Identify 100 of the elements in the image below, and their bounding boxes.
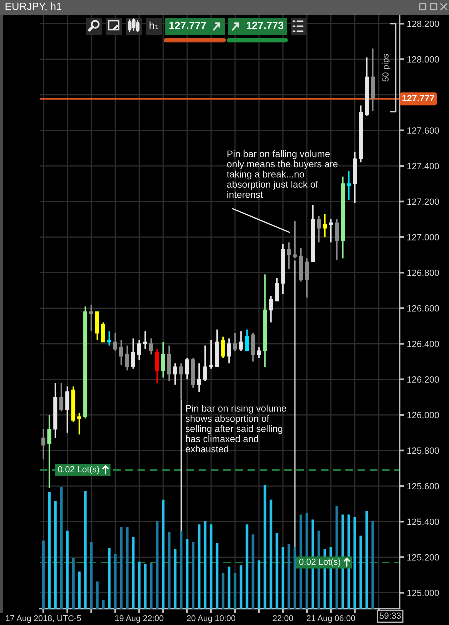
bar xyxy=(180,530,183,609)
y-tick-label: 127.600 xyxy=(408,128,440,134)
candlestick xyxy=(125,345,130,372)
candlestick xyxy=(42,428,46,460)
candlestick xyxy=(113,332,118,352)
chart-title: EURJPY, h1 xyxy=(6,2,62,12)
y-tick-label: 126.800 xyxy=(408,270,440,276)
x-tick-label: 20 Aug 10:00 xyxy=(187,615,236,624)
candlestick xyxy=(233,332,238,352)
annotation: h₁ xyxy=(150,22,158,30)
ref-line-label: 0.02 Lot(s) xyxy=(300,558,340,567)
x-tick-label: 22:00 xyxy=(273,615,294,622)
y-tick-label: 125.400 xyxy=(408,518,440,526)
x-tick-label: 19 Aug 22:00 xyxy=(116,615,164,624)
candlestick xyxy=(221,336,226,359)
bar xyxy=(198,524,201,609)
bar xyxy=(372,520,374,609)
x-tick-label: 17 Aug 2018, UTC-5 xyxy=(6,615,82,624)
bar xyxy=(240,566,243,609)
y-tick-label: 126.600 xyxy=(408,305,440,312)
y-tick-label: 126.400 xyxy=(408,340,440,348)
bar xyxy=(96,582,99,609)
bar xyxy=(264,485,267,609)
text: 50 pips xyxy=(382,54,391,82)
candlestick xyxy=(119,340,124,366)
candlestick xyxy=(269,295,274,324)
candlestick xyxy=(185,358,190,380)
bar xyxy=(228,566,231,609)
candlestick xyxy=(347,170,352,201)
ref-line-label: 127.777 xyxy=(402,95,434,102)
bar xyxy=(192,542,195,609)
bar xyxy=(246,524,249,609)
bar xyxy=(366,511,368,609)
candlestick xyxy=(78,412,82,436)
candlestick xyxy=(287,242,292,270)
candlestick xyxy=(203,345,208,382)
bar xyxy=(210,524,213,609)
bar xyxy=(186,540,189,609)
x-tick-label: 21 Aug 06:00 xyxy=(306,615,356,624)
candlestick xyxy=(197,362,202,393)
candlestick xyxy=(335,218,340,262)
bar xyxy=(48,492,51,609)
bar xyxy=(204,520,207,609)
bar xyxy=(60,487,63,609)
bar xyxy=(156,520,159,609)
candlestick xyxy=(143,330,148,350)
candlestick xyxy=(48,414,52,489)
candlestick xyxy=(167,345,172,382)
bar xyxy=(120,527,123,609)
bar xyxy=(126,527,129,609)
bar xyxy=(360,536,362,609)
y-tick-label: 126.000 xyxy=(408,412,440,419)
text: 59:33 xyxy=(380,612,401,619)
bar xyxy=(144,564,147,609)
y-tick-label: 128.000 xyxy=(408,56,440,63)
annotation: Pin bar on falling volume only means the buyers are taking a break...no absorption just lack of interenst xyxy=(227,150,338,198)
bar xyxy=(90,542,93,609)
bar xyxy=(78,572,81,609)
candlestick xyxy=(257,346,262,359)
bar xyxy=(66,530,69,609)
bar xyxy=(132,537,135,609)
bar xyxy=(354,517,356,609)
candlestick xyxy=(299,247,304,282)
bar xyxy=(42,540,45,609)
candlestick xyxy=(107,330,112,346)
candlestick xyxy=(239,330,244,352)
candlestick xyxy=(101,322,106,343)
bar xyxy=(162,500,165,609)
annotation: 127.773 xyxy=(247,22,284,30)
bar xyxy=(54,501,57,609)
bar xyxy=(138,562,141,609)
candlestick xyxy=(90,304,94,332)
candlestick xyxy=(155,348,160,384)
bar xyxy=(234,573,237,609)
annotation: Pin bar on rising volume shows absoprtion of selling after said selling has climaxed and exhausted xyxy=(186,405,286,453)
bar xyxy=(282,547,285,609)
candlestick xyxy=(173,362,178,386)
candlestick xyxy=(329,218,334,244)
candlestick xyxy=(293,220,298,260)
bar xyxy=(102,600,105,609)
bar xyxy=(276,533,279,609)
bar xyxy=(168,532,171,609)
y-tick-label: 127.000 xyxy=(408,234,440,241)
candlestick xyxy=(179,362,184,400)
ref-line-label: 0.02 Lot(s) xyxy=(58,466,100,474)
y-tick-label: 127.200 xyxy=(408,198,440,206)
bar xyxy=(108,548,111,609)
candlestick xyxy=(137,340,142,361)
candlestick xyxy=(161,342,166,378)
candlestick xyxy=(60,382,64,412)
bar xyxy=(222,573,225,609)
bar xyxy=(288,544,291,609)
y-tick-label: 125.000 xyxy=(408,590,440,596)
bar xyxy=(72,558,75,609)
y-tick-label: 126.200 xyxy=(408,376,440,383)
bar xyxy=(258,560,261,609)
candlestick xyxy=(227,338,232,364)
candlestick xyxy=(149,338,154,356)
candlestick xyxy=(131,338,136,370)
y-tick-label: 127.400 xyxy=(408,163,440,170)
